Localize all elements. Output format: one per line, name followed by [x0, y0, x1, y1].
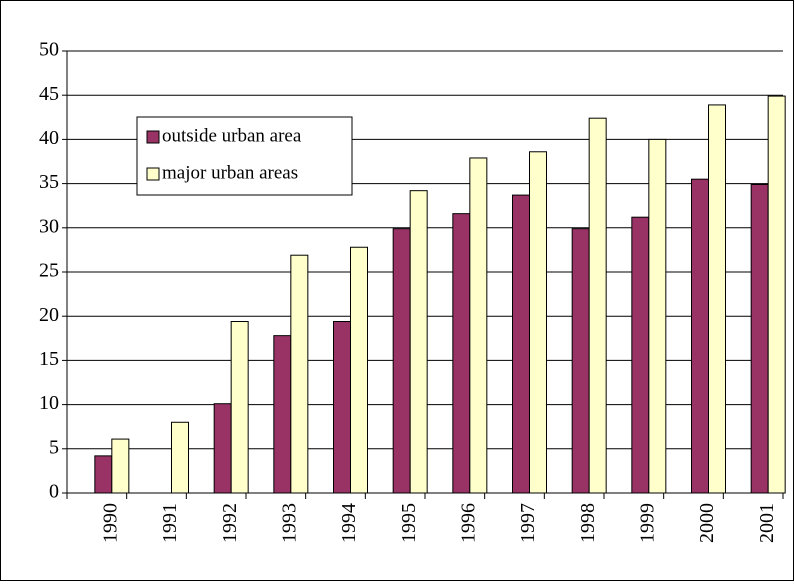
bar — [648, 138, 667, 494]
bar — [290, 254, 309, 494]
y-tick-label: 45 — [39, 83, 59, 105]
bar — [94, 455, 113, 494]
bar — [512, 194, 530, 494]
x-tick-label: 1999 — [636, 503, 658, 543]
x-tick-label: 1991 — [159, 503, 181, 543]
bar — [631, 216, 650, 494]
x-tick-label: 1998 — [577, 503, 599, 543]
bar — [588, 117, 607, 494]
bar — [213, 403, 232, 494]
bar — [230, 321, 249, 494]
x-tick-label: 1990 — [99, 503, 121, 543]
bar — [409, 190, 428, 494]
y-tick-label: 30 — [39, 215, 59, 237]
bar — [750, 183, 769, 494]
y-tick-label: 25 — [39, 260, 59, 282]
y-tick-label: 50 — [39, 39, 59, 61]
bar — [708, 104, 726, 494]
x-tick-label: 2001 — [756, 503, 778, 543]
legend-swatch — [146, 167, 160, 181]
bar — [111, 438, 130, 494]
x-tick-label: 1993 — [278, 503, 300, 543]
legend-swatch — [146, 130, 160, 144]
bar — [691, 178, 709, 494]
x-tick-label: 1995 — [398, 503, 420, 543]
bar — [452, 213, 471, 494]
bar — [469, 157, 488, 494]
legend-box — [136, 116, 353, 196]
y-tick-label: 40 — [39, 127, 59, 149]
x-tick-label: 1997 — [517, 503, 539, 543]
y-tick-label: 5 — [49, 436, 59, 458]
bar — [273, 335, 292, 494]
x-tick-label: 1992 — [219, 503, 241, 543]
y-tick-label: 15 — [39, 348, 59, 370]
bar — [571, 228, 590, 494]
y-tick-label: 35 — [39, 171, 59, 193]
x-tick-label: 2000 — [696, 503, 718, 543]
bar — [529, 151, 547, 494]
bar — [333, 321, 351, 494]
x-tick-label: 1994 — [338, 503, 360, 543]
bar — [767, 95, 786, 494]
x-tick-label: 1996 — [457, 503, 479, 543]
legend-label: major urban areas — [162, 162, 298, 183]
bar — [171, 421, 189, 494]
y-tick-label: 10 — [39, 392, 59, 414]
bar — [392, 228, 411, 494]
bar — [350, 246, 368, 494]
y-tick-label: 20 — [39, 304, 59, 326]
y-tick-label: 0 — [49, 481, 59, 503]
legend-label: outside urban area — [162, 125, 302, 146]
